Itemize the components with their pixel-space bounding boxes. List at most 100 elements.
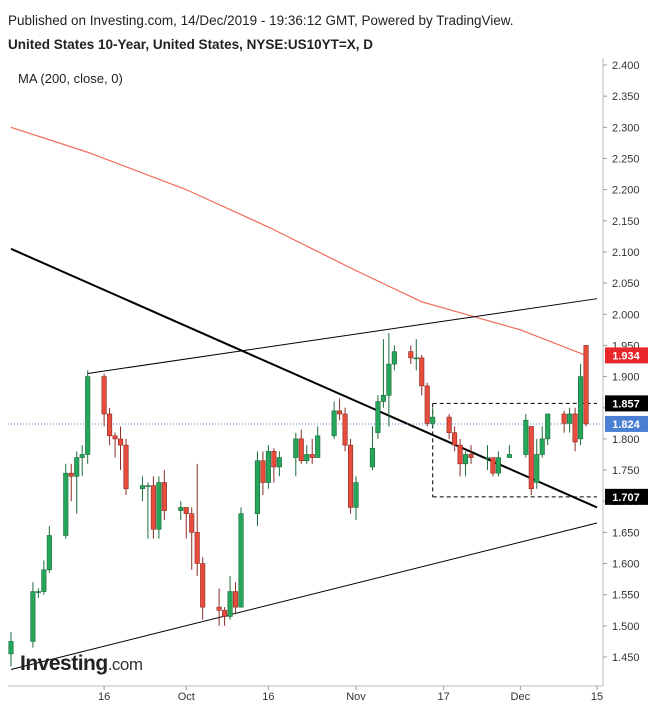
price-label-last: 1.934 [605, 347, 648, 364]
candle [101, 373, 107, 427]
candle-body [583, 345, 589, 425]
candle [539, 426, 545, 458]
candle [68, 463, 74, 502]
candle [161, 470, 167, 520]
chart-title: United States 10-Year, United States, NY… [8, 37, 374, 52]
price-label-box [605, 395, 648, 412]
candle [35, 588, 41, 598]
candle-body [495, 457, 501, 474]
candle [260, 451, 266, 495]
candle-body [413, 357, 419, 360]
range-box-layer [8, 402, 603, 498]
candle [391, 345, 397, 371]
y-tick-label: 2.150 [612, 216, 640, 228]
y-tick-label: 1.450 [612, 652, 640, 664]
price-label-text: 1.707 [612, 492, 640, 504]
candle [139, 476, 145, 502]
candle [271, 448, 277, 483]
candle-body [194, 532, 200, 564]
price-label-level: 1.857 [605, 395, 648, 412]
candle [200, 557, 206, 620]
candle [528, 426, 534, 495]
candle-body [227, 591, 233, 617]
candle [523, 413, 529, 458]
x-tick-label: Dec [511, 691, 531, 703]
candle-body [254, 460, 260, 514]
candle-body [74, 457, 80, 477]
candle-body [232, 591, 239, 608]
y-tick-label: 1.650 [612, 527, 640, 539]
candle-body [117, 438, 124, 446]
candle-body [85, 376, 91, 455]
candle [117, 426, 124, 471]
candle [232, 582, 239, 614]
candle [561, 410, 567, 433]
candle-body [123, 444, 129, 490]
price-label-current: 1.824 [605, 415, 648, 432]
ma-layer [10, 126, 587, 356]
candle-body [353, 482, 359, 508]
candle-body [561, 413, 567, 424]
logo-suffix: .com [107, 655, 143, 674]
candle [348, 438, 354, 514]
candle-body [342, 413, 348, 446]
candle [79, 445, 85, 477]
candle-body [304, 454, 310, 462]
candle-body [112, 435, 118, 440]
candle-body [68, 472, 74, 477]
candle-body [46, 535, 52, 571]
candle-body [200, 563, 206, 608]
candle [337, 398, 343, 421]
y-tick-label: 2.050 [612, 278, 640, 290]
candle-body [101, 376, 107, 415]
lower-channel-line [10, 522, 598, 670]
candle [254, 451, 260, 527]
y-tick-label: 2.250 [612, 153, 640, 165]
falling-trendline [10, 247, 598, 509]
candle-body [572, 413, 578, 443]
candle-body [430, 416, 436, 424]
candle-body [139, 485, 145, 490]
candle-body [446, 416, 452, 433]
candle [8, 632, 14, 667]
candle-body [156, 482, 162, 530]
candle [189, 507, 195, 570]
candle-body [35, 591, 41, 593]
candle [276, 451, 282, 477]
candle [265, 445, 271, 489]
candle [424, 382, 430, 427]
price-label-text: 1.857 [612, 398, 640, 410]
candle [386, 332, 392, 427]
candle [298, 429, 304, 464]
candle-body [468, 454, 474, 458]
candle-body [79, 454, 85, 458]
candle [74, 451, 80, 514]
y-tick-label: 2.400 [612, 60, 640, 72]
candle [567, 407, 573, 433]
candle-body [424, 385, 430, 424]
candle-body [348, 444, 354, 508]
candle-body [260, 460, 266, 483]
price-label-text: 1.934 [612, 350, 640, 362]
candle [457, 438, 463, 477]
candle-body [337, 410, 343, 415]
x-tick-label: 16 [98, 691, 110, 703]
investing-logo[interactable]: Investing.com [20, 652, 143, 676]
candle-body [30, 591, 36, 642]
candle [430, 407, 436, 427]
candle-body [161, 482, 167, 511]
candle-body [216, 606, 222, 611]
candle [463, 451, 469, 477]
price-labels-layer: 1.934 1.857 1.824 1.707 [605, 347, 648, 505]
candle-body [63, 472, 69, 536]
candle [216, 588, 222, 626]
published-caption: Published on Investing.com, 14/Dec/2019 … [8, 13, 514, 28]
candle [452, 426, 458, 452]
candle-body [183, 507, 189, 514]
candle-body [408, 351, 414, 359]
x-tick-label: 17 [438, 691, 450, 703]
candle [583, 345, 589, 427]
y-tick-label: 1.550 [612, 590, 640, 602]
candle-body [539, 438, 545, 455]
